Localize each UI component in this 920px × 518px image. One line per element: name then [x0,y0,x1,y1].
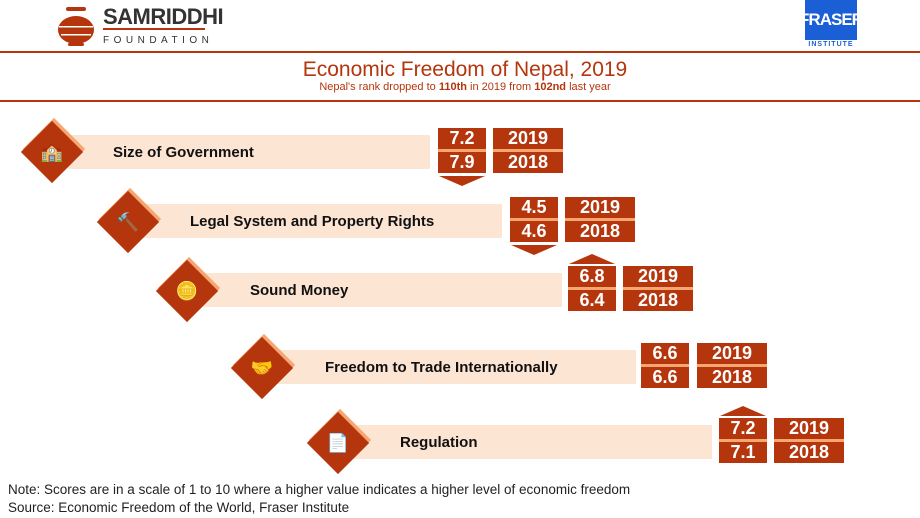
year-box: 2019 2018 [565,197,635,242]
score-box: 7.2 7.1 [719,418,767,463]
bottom-rule [0,100,920,102]
area-label: Regulation [400,433,478,451]
subtitle-text: last year [566,81,611,93]
year-box: 2019 2018 [697,343,767,388]
score-2019: 6.6 [652,343,678,363]
year-box: 2019 2018 [493,128,563,173]
year-2019: 2019 [579,197,621,217]
score-2019: 7.2 [730,418,756,438]
trend-up-arrow-icon [720,406,766,416]
score-box: 6.6 6.6 [641,343,689,388]
rank-previous: 102nd [534,81,567,93]
year-box: 2019 2018 [774,418,844,463]
trend-down-arrow-icon [439,176,485,186]
year-2018: 2018 [579,221,621,241]
year-2019: 2019 [711,343,753,363]
area-label: Freedom to Trade Internationally [325,358,558,376]
handshake-icon: 🤝 [250,357,274,378]
fraser-subtitle: INSTITUTE [808,41,854,48]
score-2019: 6.8 [579,266,605,286]
fraser-name: FRASER [799,0,864,40]
year-2019: 2019 [637,266,679,286]
source: Source: Economic Freedom of the World, F… [8,500,350,515]
score-2018: 6.6 [652,367,678,387]
fraser-logo: FRASER INSTITUTE [799,0,864,50]
area-bar: Freedom to Trade Internationally [275,350,636,384]
area-label: Sound Money [250,281,349,299]
government-building-icon: 🏫 [40,141,64,162]
top-rule [0,51,920,53]
score-2018: 4.6 [521,221,547,241]
page-subtitle: Nepal's rank dropped to 110th in 2019 fr… [0,81,920,93]
trend-up-arrow-icon [569,254,615,264]
year-2019: 2019 [788,418,830,438]
trend-down-arrow-icon [511,245,557,255]
score-2018: 6.4 [579,290,605,310]
area-label: Size of Government [113,143,254,161]
gavel-icon: 🔨 [116,211,140,232]
score-box: 4.5 4.6 [510,197,558,242]
score-box: 7.2 7.9 [438,128,486,173]
score-2018: 7.9 [449,152,475,172]
area-bar: Regulation [350,425,712,459]
year-2018: 2018 [637,290,679,310]
document-gear-icon: 📄 [326,432,350,453]
subtitle-text: in 2019 from [466,81,535,93]
year-box: 2019 2018 [623,266,693,311]
page-title: Economic Freedom of Nepal, 2019 [302,58,628,81]
score-2019: 4.5 [521,197,547,217]
coins-icon: 🪙 [175,280,199,301]
area-bar: Legal System and Property Rights [140,204,502,238]
year-2018: 2018 [711,367,753,387]
org-name: SAMRIDDHI [103,4,224,29]
score-2018: 7.1 [730,442,756,462]
year-2019: 2019 [507,128,549,148]
area-label: Legal System and Property Rights [190,212,435,230]
area-bar: Sound Money [200,273,562,307]
logo-divider [103,28,205,30]
year-2018: 2018 [788,442,830,462]
org-subtitle: FOUNDATION [103,35,214,46]
score-box: 6.8 6.4 [568,266,616,311]
rank-current: 110th [438,81,467,93]
year-2018: 2018 [507,152,549,172]
footnote: Note: Scores are in a scale of 1 to 10 w… [8,482,631,497]
samriddhi-pot-logo-icon [58,7,94,46]
area-bar: Size of Government [68,135,430,169]
score-2019: 7.2 [449,128,475,148]
subtitle-text: Nepal's rank dropped to [319,81,439,93]
